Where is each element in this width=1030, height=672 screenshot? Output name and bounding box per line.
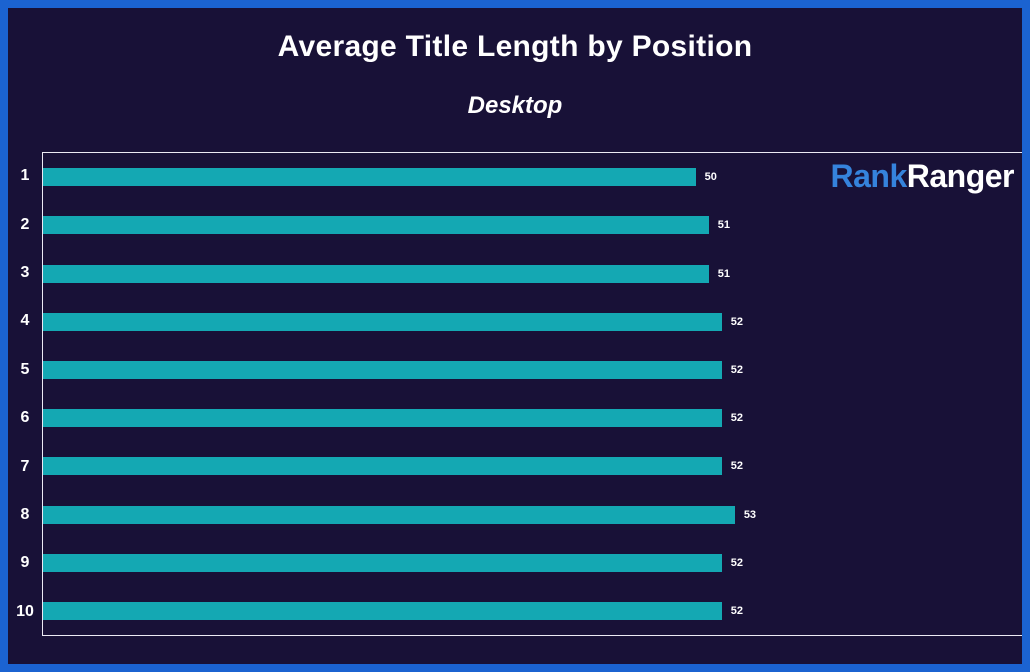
bar	[43, 312, 722, 331]
y-axis-label: 9	[20, 554, 30, 572]
bar-value-label: 52	[730, 604, 744, 617]
bar-row: 52	[43, 394, 1022, 442]
bar-row: 52	[43, 346, 1022, 394]
y-axis-label: 7	[20, 457, 30, 475]
y-axis-label: 10	[16, 602, 34, 620]
bar	[43, 505, 735, 524]
bar	[43, 457, 722, 476]
bar-value-label: 51	[717, 267, 730, 280]
y-axis-label: 1	[20, 167, 30, 185]
y-axis-label: 8	[20, 506, 30, 524]
bar-row: 51	[43, 249, 1022, 297]
bar-row: 51	[43, 201, 1022, 249]
bar-value-label: 52	[730, 460, 744, 473]
bar	[43, 264, 709, 283]
y-axis-label: 2	[20, 215, 30, 233]
y-axis-label: 5	[20, 360, 30, 378]
bar-value-label: 50	[704, 171, 717, 184]
bar	[43, 360, 722, 379]
y-axis-label: 4	[20, 312, 30, 330]
bar	[43, 168, 696, 187]
bar-row: 52	[43, 298, 1022, 346]
bar-value-label: 53	[743, 508, 757, 521]
bar	[43, 601, 722, 620]
y-axis-labels: 1 2 3 4 5 6 7 8 9 10	[8, 152, 42, 636]
bar-value-label: 52	[730, 556, 744, 569]
bar-rows: 50 51 51 52 52 52 52 53 52 52	[43, 153, 1022, 635]
chart-subtitle: Desktop	[467, 92, 563, 119]
bar-value-label: 52	[730, 315, 744, 328]
bar-row: 52	[43, 539, 1022, 587]
y-axis-label: 6	[20, 409, 30, 427]
bar	[43, 216, 709, 235]
bar-row: 53	[43, 490, 1022, 538]
bar-value-label: 52	[730, 363, 744, 376]
chart-area: 1 2 3 4 5 6 7 8 9 10 50 51 51 52 52 52 52 53 52 52 RankRan…	[8, 152, 1022, 636]
chart-title: Average Title Length by Position	[277, 30, 753, 63]
bar-row: 52	[43, 587, 1022, 635]
bar	[43, 409, 722, 428]
bar	[43, 553, 722, 572]
plot-area: 50 51 51 52 52 52 52 53 52 52 RankRanger	[42, 152, 1022, 636]
rankranger-logo: RankRanger	[831, 158, 1015, 195]
bar-row: 50	[43, 153, 1022, 201]
bar-value-label: 51	[717, 219, 730, 232]
logo-rank-text: Rank	[830, 158, 908, 194]
y-axis-label: 3	[20, 264, 30, 282]
bar-row: 52	[43, 442, 1022, 490]
logo-ranger-text: Ranger	[906, 158, 1015, 194]
bar-value-label: 52	[730, 412, 744, 425]
chart-header: Average Title Length by Position Desktop	[8, 8, 1022, 120]
